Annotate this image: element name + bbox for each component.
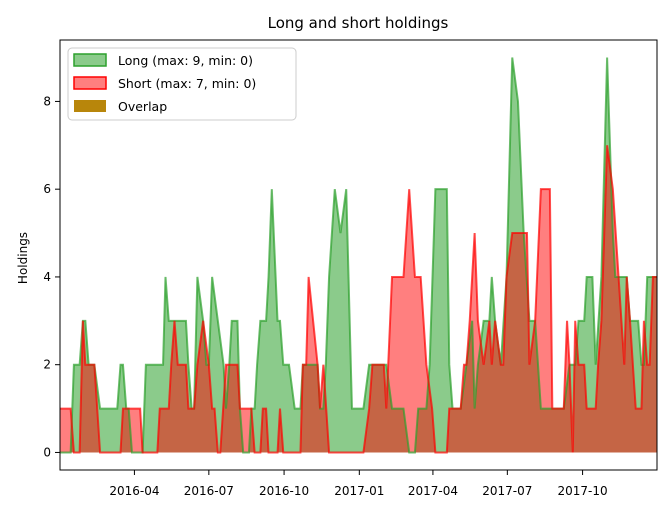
y-tick-label: 4	[43, 270, 51, 284]
x-tick-label: 2016-04	[109, 484, 159, 498]
x-tick-label: 2017-07	[482, 484, 532, 498]
x-tick-label: 2017-04	[408, 484, 458, 498]
legend-swatch-short	[73, 76, 107, 90]
legend: Long (max: 9, min: 0) Short (max: 7, min…	[67, 47, 297, 121]
axes-frame	[59, 39, 658, 471]
plot-area	[60, 57, 657, 454]
y-tick-label: 8	[43, 94, 51, 108]
y-tick-label: 6	[43, 182, 51, 196]
legend-label-overlap: Overlap	[118, 99, 167, 114]
y-tick-label: 0	[43, 445, 51, 459]
legend-swatch-long	[73, 53, 107, 67]
x-tick-label: 2016-10	[259, 484, 309, 498]
legend-label-short: Short (max: 7, min: 0)	[118, 76, 256, 91]
legend-frame	[67, 47, 297, 121]
series-short-line	[60, 145, 657, 454]
legend-label-long: Long (max: 9, min: 0)	[118, 53, 253, 68]
x-tick-label: 2017-01	[334, 484, 384, 498]
x-tick-label: 2017-10	[558, 484, 608, 498]
y-axis-title: Holdings	[16, 232, 30, 284]
y-tick-label: 2	[43, 358, 51, 372]
legend-swatch-overlap	[74, 100, 106, 112]
x-tick-label: 2016-07	[184, 484, 234, 498]
axes: 0 2 4 6 8 2016-04 2016-07 2016-10 2017-01 2017-04…	[43, 39, 658, 498]
chart-title: Long and short holdings	[268, 14, 449, 32]
